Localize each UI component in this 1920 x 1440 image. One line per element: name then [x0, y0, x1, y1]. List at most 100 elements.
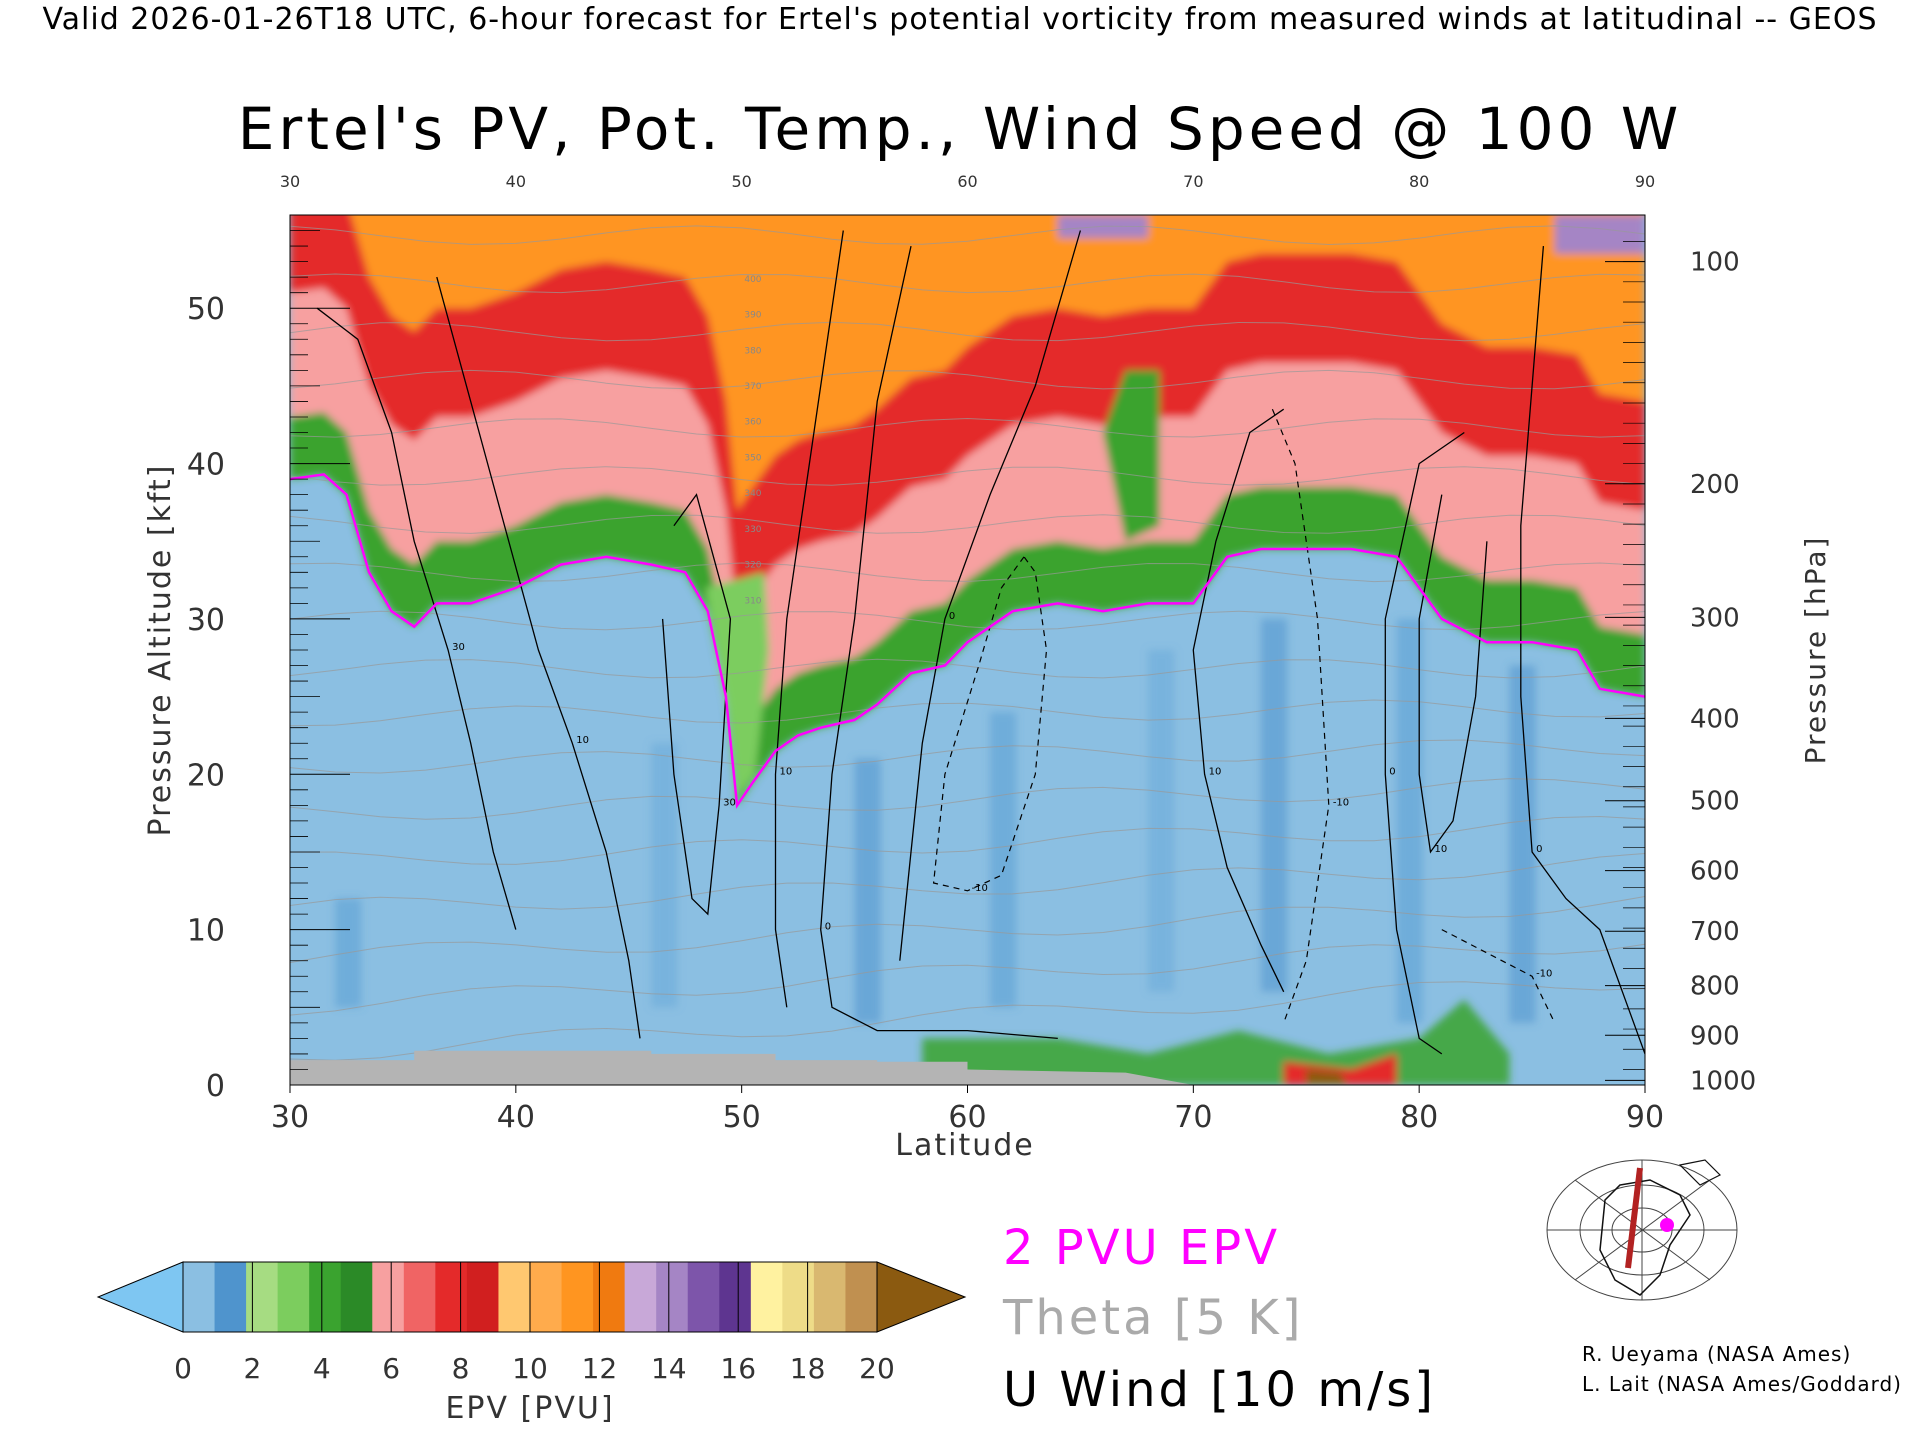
theta-line-5	[290, 778, 1645, 820]
header-valid-time: Valid 2026-01-26T18 UTC, 6-hour forecast…	[42, 2, 1878, 37]
colorbar-swatch-18	[750, 1262, 783, 1332]
troposphere-streak-5	[1261, 618, 1288, 992]
troposphere-streak-2	[854, 758, 881, 1023]
legend-theta: Theta [5 K]	[1003, 1290, 1304, 1346]
colorbar-over	[876, 1261, 967, 1333]
credit-2: L. Lait (NASA Ames/Goddard)	[1582, 1372, 1902, 1396]
colorbar-swatch-7	[403, 1262, 436, 1332]
theta-line-14	[290, 369, 1645, 390]
colorbar-swatch-20	[813, 1262, 846, 1332]
colorbar-tick-2: 2	[243, 1352, 261, 1385]
colorbar-tick-18: 18	[790, 1352, 826, 1385]
colorbar-swatch-11	[530, 1262, 563, 1332]
theta-line-2	[290, 896, 1645, 964]
x-top-tick-label-70: 70	[1183, 172, 1203, 191]
u-wind-contour-5	[899, 230, 1082, 961]
colorbar-tick-12: 12	[582, 1352, 618, 1385]
u-wind-label-2: 30	[723, 797, 736, 808]
colorbar-tick-4: 4	[313, 1352, 331, 1385]
colorbar-swatch-0	[183, 1262, 216, 1332]
y-tick-label-40: 40	[187, 448, 225, 483]
plot-area: 310 320 330 340 350 360 370 380 390 400 30 10 30 10 0…	[290, 215, 1645, 1085]
colorbar-swatch-21	[845, 1262, 878, 1332]
x-top-tick-label-40: 40	[506, 172, 526, 191]
u-wind-neg-label-2: -10	[1536, 968, 1552, 979]
theta-label-380: 380	[744, 346, 761, 356]
layer-green-tongue	[705, 572, 769, 798]
y-tick-label-50: 50	[187, 292, 225, 327]
theta-line-4	[290, 815, 1645, 865]
theta-line-13	[290, 417, 1645, 438]
theta-line-17	[290, 225, 1645, 246]
u-wind-contour-7	[1384, 431, 1465, 1055]
x-tick-label-50: 50	[723, 1100, 761, 1135]
x-tick-label-70: 70	[1174, 1100, 1212, 1135]
x-tick-label-80: 80	[1400, 1100, 1438, 1135]
legend-epv: 2 PVU EPV	[1003, 1220, 1281, 1276]
colorbar-swatch-5	[340, 1262, 373, 1332]
terrain-area	[290, 1050, 1194, 1085]
theta-line-1	[290, 943, 1645, 1016]
y-axis-label: Pressure Altitude [kft]	[143, 464, 178, 837]
u-wind-label-8: 0	[1536, 844, 1542, 855]
x-top-tick-label-60: 60	[957, 172, 977, 191]
theta-label-370: 370	[744, 382, 761, 392]
legend-uwind: U Wind [10 m/s]	[1003, 1362, 1437, 1418]
x-tick-label-60: 60	[948, 1100, 986, 1135]
colorbar-swatch-14	[624, 1262, 657, 1332]
colorbar-tick-8: 8	[452, 1352, 470, 1385]
u-wind-label-7: 0	[1389, 766, 1395, 777]
y-tick-label-20: 20	[187, 758, 225, 793]
theta-label-310: 310	[744, 596, 761, 606]
p-tick-label-700: 700	[1690, 917, 1740, 947]
u-wind-contours: 30 10 30 10 0 0 10 0 0 10 -10 -10 -10	[316, 230, 1645, 1055]
colorbar-label: EPV [PVU]	[445, 1391, 614, 1426]
colorbar-swatch-2	[246, 1262, 279, 1332]
theta-label-320: 320	[744, 561, 761, 571]
p-tick-label-1000: 1000	[1690, 1066, 1756, 1096]
u-wind-label-4: 0	[825, 922, 831, 933]
colorbar-tick-20: 20	[859, 1352, 895, 1385]
u-wind-label-1: 10	[576, 735, 589, 746]
colorbar-swatch-1	[214, 1262, 247, 1332]
colorbar-under	[96, 1261, 184, 1333]
colorbar-swatch-17	[719, 1262, 752, 1332]
section-line	[1625, 1167, 1643, 1269]
u-wind-neg-contour-2	[1441, 929, 1556, 1024]
u-wind-label-0: 30	[452, 642, 465, 653]
theta-line-10	[290, 562, 1645, 583]
u-wind-contour-0	[316, 307, 517, 930]
colorbar-tick-6: 6	[382, 1352, 400, 1385]
x-tick-label-90: 90	[1626, 1100, 1664, 1135]
surface-pv	[922, 999, 1510, 1085]
u-wind-contour-9	[1418, 494, 1488, 854]
p-tick-label-400: 400	[1690, 704, 1740, 734]
x-top-tick-label-80: 80	[1409, 172, 1429, 191]
x-tick-label-40: 40	[497, 1100, 535, 1135]
y-tick-label-0: 0	[206, 1069, 225, 1104]
colorbar-swatch-9	[466, 1262, 499, 1332]
u-wind-contour-3	[774, 230, 844, 1008]
colorbar-swatch-13	[593, 1262, 626, 1332]
colorbar-swatch-16	[687, 1262, 720, 1332]
x-top-tick-label-90: 90	[1635, 172, 1655, 191]
colorbar-swatch-8	[435, 1262, 468, 1332]
theta-line-15	[290, 321, 1645, 342]
u-wind-contour-8	[1520, 246, 1645, 1055]
terrain	[290, 1050, 1194, 1085]
y-tick-label-10: 10	[187, 914, 225, 949]
surface-pv-peak	[1306, 1069, 1347, 1085]
u-wind-neg-contour-1	[1271, 408, 1330, 1024]
layer-stratosphere	[290, 215, 1645, 619]
y-axis-right-label: Pressure [hPa]	[1799, 536, 1832, 765]
x-top-tick-label-50: 50	[731, 172, 751, 191]
theta-line-3	[290, 853, 1645, 910]
u-wind-neg-label-1: -10	[1333, 797, 1349, 808]
layer-top-2	[1554, 215, 1645, 254]
u-wind-contour-4	[820, 245, 1058, 1040]
theta-label-350: 350	[744, 453, 761, 463]
u-wind-label-9: 10	[1434, 844, 1447, 855]
colorbar-swatch-15	[656, 1262, 689, 1332]
colorbar-tick-10: 10	[512, 1352, 548, 1385]
